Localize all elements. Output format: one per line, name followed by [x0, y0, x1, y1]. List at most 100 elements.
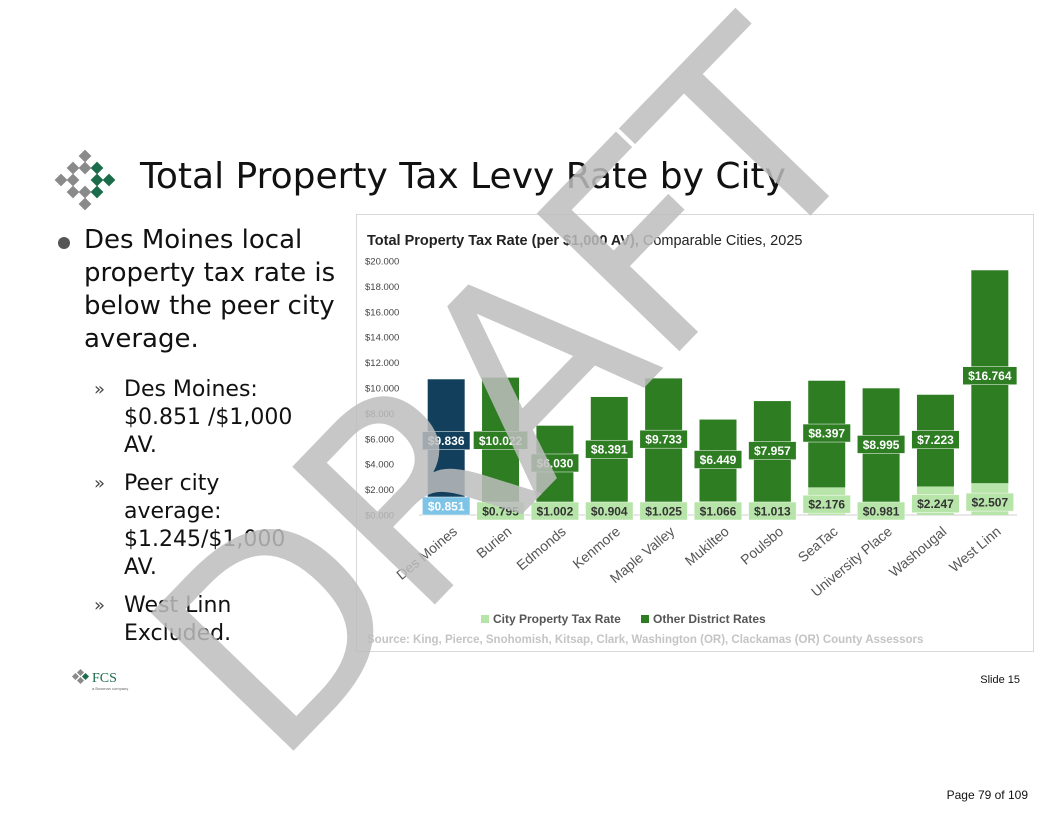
logo-diamond — [90, 161, 104, 175]
y-tick-label: $6.000 — [365, 434, 394, 445]
sub-bullet-text: Des Moines: $0.851 /$1,000 AV. — [124, 377, 293, 458]
other-value-label: $8.397 — [808, 427, 845, 441]
y-tick-label: $8.000 — [365, 409, 394, 420]
other-value-label: $16.764 — [968, 369, 1012, 383]
logo-diamond — [78, 197, 92, 211]
fcs-logo-mark-icon — [71, 668, 90, 685]
city-value-label-box — [422, 496, 471, 516]
y-tick-label: $10.000 — [365, 384, 399, 395]
sub-bullet-peer-average: » Peer city average: $1.245/$1,000 AV. — [94, 470, 304, 582]
y-tick-label: $0.000 — [365, 511, 394, 522]
city-value-label-box — [965, 492, 1014, 512]
slide-number: Slide 15 — [980, 674, 1020, 686]
other-value-label: $6.030 — [537, 456, 574, 470]
other-value-label-box — [748, 441, 797, 460]
logo-diamond — [66, 185, 80, 199]
logo-diamond — [78, 161, 92, 175]
chart-title: Total Property Tax Rate (per $1,000 AV),… — [367, 233, 802, 249]
other-value-label-box — [911, 430, 960, 449]
city-value-label: $1.013 — [754, 505, 791, 519]
city-value-label: $2.507 — [971, 496, 1008, 510]
legend-swatch — [481, 615, 489, 623]
sub-bullet-text: Peer city average: $1.245/$1,000 AV. — [124, 471, 286, 580]
x-category-label: Poulsbo — [737, 523, 786, 568]
main-bullet: Des Moines local property tax rate is be… — [56, 224, 346, 356]
city-value-label-box — [476, 501, 525, 521]
logo-diamond — [102, 173, 116, 187]
city-value-label: $0.795 — [482, 505, 519, 519]
y-tick-label: $16.000 — [365, 307, 399, 318]
page-title: Total Property Tax Levy Rate by City — [140, 156, 786, 197]
fcs-logo: FCS a Bowman company — [71, 668, 128, 691]
x-category-label: SeaTac — [795, 523, 841, 565]
other-value-label: $9.733 — [645, 433, 682, 447]
other-value-label-box — [962, 366, 1018, 385]
city-value-label: $0.904 — [591, 505, 628, 519]
city-value-label-box — [802, 494, 851, 514]
city-value-label: $1.066 — [700, 505, 737, 519]
y-tick-label: $12.000 — [365, 358, 399, 369]
city-value-label-box — [585, 501, 634, 521]
other-value-label: $7.957 — [754, 444, 791, 458]
other-value-label: $9.836 — [428, 434, 465, 448]
bullet-list: Des Moines local property tax rate is be… — [56, 224, 346, 658]
y-tick-label: $18.000 — [365, 282, 399, 293]
other-value-label: $6.449 — [700, 453, 737, 467]
logo-diamond — [54, 173, 68, 187]
fcs-logo-text: FCS — [92, 671, 117, 686]
city-value-label-box — [530, 501, 579, 521]
city-value-label-box — [693, 501, 743, 521]
city-value-label: $2.176 — [808, 498, 845, 512]
city-value-label-box — [911, 494, 960, 513]
other-value-label-box — [422, 431, 471, 450]
y-tick-label: $2.000 — [365, 485, 394, 496]
other-value-label-box — [857, 435, 906, 454]
sub-bullet-west-linn: » West Linn Excluded. — [94, 592, 304, 648]
other-value-label: $8.391 — [591, 443, 628, 457]
chart-title-rest: Comparable Cities, 2025 — [639, 233, 803, 249]
chevron-right-icon: » — [94, 379, 106, 400]
other-value-label-box — [693, 450, 743, 469]
diamond-logo-icon — [54, 149, 116, 211]
city-value-label: $1.025 — [645, 505, 682, 519]
city-value-label: $1.002 — [537, 505, 574, 519]
x-category-label: Edmonds — [513, 523, 569, 573]
city-value-label-box — [748, 501, 797, 521]
y-tick-label: $4.000 — [365, 460, 394, 471]
sub-bullet-text: West Linn Excluded. — [124, 593, 232, 646]
chevron-right-icon: » — [94, 473, 106, 494]
logo-diamond — [66, 173, 80, 187]
page-number: Page 79 of 109 — [946, 788, 1028, 802]
x-category-label: Mukilteo — [682, 523, 732, 569]
city-value-label: $0.981 — [863, 505, 900, 519]
other-value-label: $10.022 — [479, 434, 523, 448]
city-value-label: $2.247 — [917, 497, 954, 511]
other-value-label-box — [530, 453, 579, 473]
sub-bullet-des-moines: » Des Moines: $0.851 /$1,000 AV. — [94, 376, 304, 460]
chart-source: Source: King, Pierce, Snohomish, Kitsap,… — [367, 634, 923, 646]
city-value-label-box — [857, 501, 906, 521]
y-tick-label: $20.000 — [365, 257, 399, 268]
x-category-label: Des Moines — [393, 523, 460, 583]
other-value-label-box — [473, 431, 528, 450]
legend-label: Other District Rates — [653, 612, 766, 626]
sub-bullet-list: » Des Moines: $0.851 /$1,000 AV. » Peer … — [56, 376, 346, 648]
x-category-label: Washougal — [886, 523, 950, 580]
other-value-label-box — [639, 429, 688, 449]
chart-image: Total Property Tax Rate (per $1,000 AV),… — [356, 214, 1034, 652]
logo-diamond — [66, 161, 80, 175]
x-category-label: Kenmore — [569, 523, 623, 572]
legend-label: City Property Tax Rate — [493, 612, 621, 626]
x-category-label: West Linn — [946, 523, 1004, 575]
city-value-label: $0.851 — [428, 500, 465, 514]
other-value-label-box — [802, 423, 851, 443]
logo-diamond — [78, 149, 92, 163]
other-value-label: $7.223 — [917, 433, 954, 447]
logo-diamond — [90, 173, 104, 187]
city-value-label-box — [639, 501, 688, 521]
fcs-logo-subtext: a Bowman company — [92, 686, 128, 691]
chart-title-bold: Total Property Tax Rate (per $1,000 AV), — [367, 233, 639, 249]
legend-swatch — [641, 615, 649, 623]
bar-chart: Total Property Tax Rate (per $1,000 AV),… — [365, 233, 1018, 646]
other-value-label-box — [585, 439, 634, 459]
